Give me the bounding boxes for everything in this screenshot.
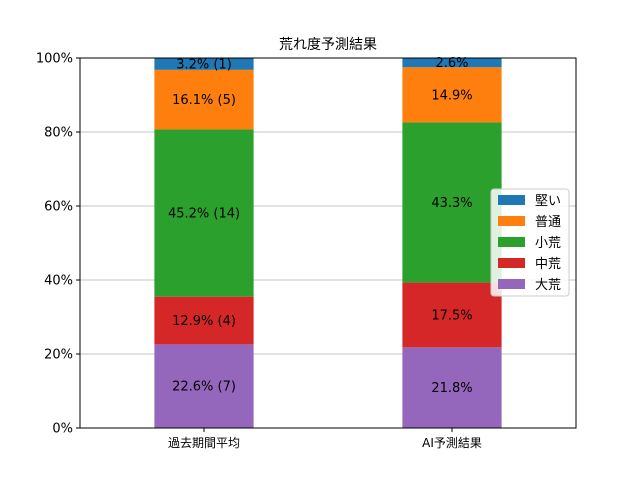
data-label: 17.5% bbox=[431, 308, 472, 323]
legend-label: 小荒 bbox=[535, 236, 561, 251]
bar-segment bbox=[402, 347, 502, 428]
bar-segment bbox=[154, 129, 254, 297]
y-tick-label: 80% bbox=[44, 126, 73, 141]
data-label: 2.6% bbox=[435, 56, 468, 71]
data-label: 12.9% (4) bbox=[172, 314, 236, 329]
data-label: 22.6% (7) bbox=[172, 380, 236, 395]
y-tick-label: 60% bbox=[44, 200, 73, 215]
data-label: 16.1% (5) bbox=[172, 93, 236, 108]
y-axis: 0% 20% 40% 60% 80% 100% bbox=[36, 52, 80, 437]
bar-segment bbox=[402, 67, 502, 123]
y-tick-label: 0% bbox=[52, 422, 73, 437]
data-label: 43.3% bbox=[431, 196, 472, 211]
x-tick-label: 過去期間平均 bbox=[168, 436, 240, 450]
legend-label: 大荒 bbox=[535, 278, 561, 293]
plot-area-frame bbox=[79, 57, 577, 429]
legend-label: 普通 bbox=[535, 215, 561, 230]
bar-segment bbox=[402, 282, 502, 348]
chart-title: 荒れ度予測結果 bbox=[279, 37, 377, 53]
data-label: 45.2% (14) bbox=[168, 207, 240, 222]
bar-labels: 22.6% (7) 12.9% (4) 45.2% (14) 16.1% (5) 3.2… bbox=[168, 56, 473, 396]
y-tick-label: 20% bbox=[44, 348, 73, 363]
legend-swatch bbox=[498, 237, 525, 247]
y-tick-label: 40% bbox=[44, 274, 73, 289]
bar-segment bbox=[154, 58, 254, 70]
legend-label: 堅い bbox=[535, 194, 561, 209]
y-tick-label: 100% bbox=[36, 52, 73, 67]
legend-swatch bbox=[498, 258, 525, 268]
bars bbox=[154, 57, 502, 428]
legend-swatch bbox=[498, 195, 525, 205]
bar-segment bbox=[154, 296, 254, 345]
legend-swatch bbox=[498, 279, 525, 289]
bar-segment bbox=[154, 69, 254, 130]
x-axis: 過去期間平均 AI予測結果 bbox=[168, 428, 482, 450]
data-label: 3.2% (1) bbox=[176, 57, 232, 72]
bar-segment bbox=[154, 344, 254, 428]
data-label: 21.8% bbox=[431, 381, 472, 396]
data-label: 14.9% bbox=[431, 88, 472, 103]
legend-label: 中荒 bbox=[535, 257, 561, 272]
legend-box bbox=[490, 188, 570, 297]
bar-segment bbox=[402, 122, 502, 283]
legend-swatch bbox=[498, 216, 525, 226]
x-tick-label: AI予測結果 bbox=[422, 436, 482, 450]
bar-segment bbox=[402, 57, 502, 68]
